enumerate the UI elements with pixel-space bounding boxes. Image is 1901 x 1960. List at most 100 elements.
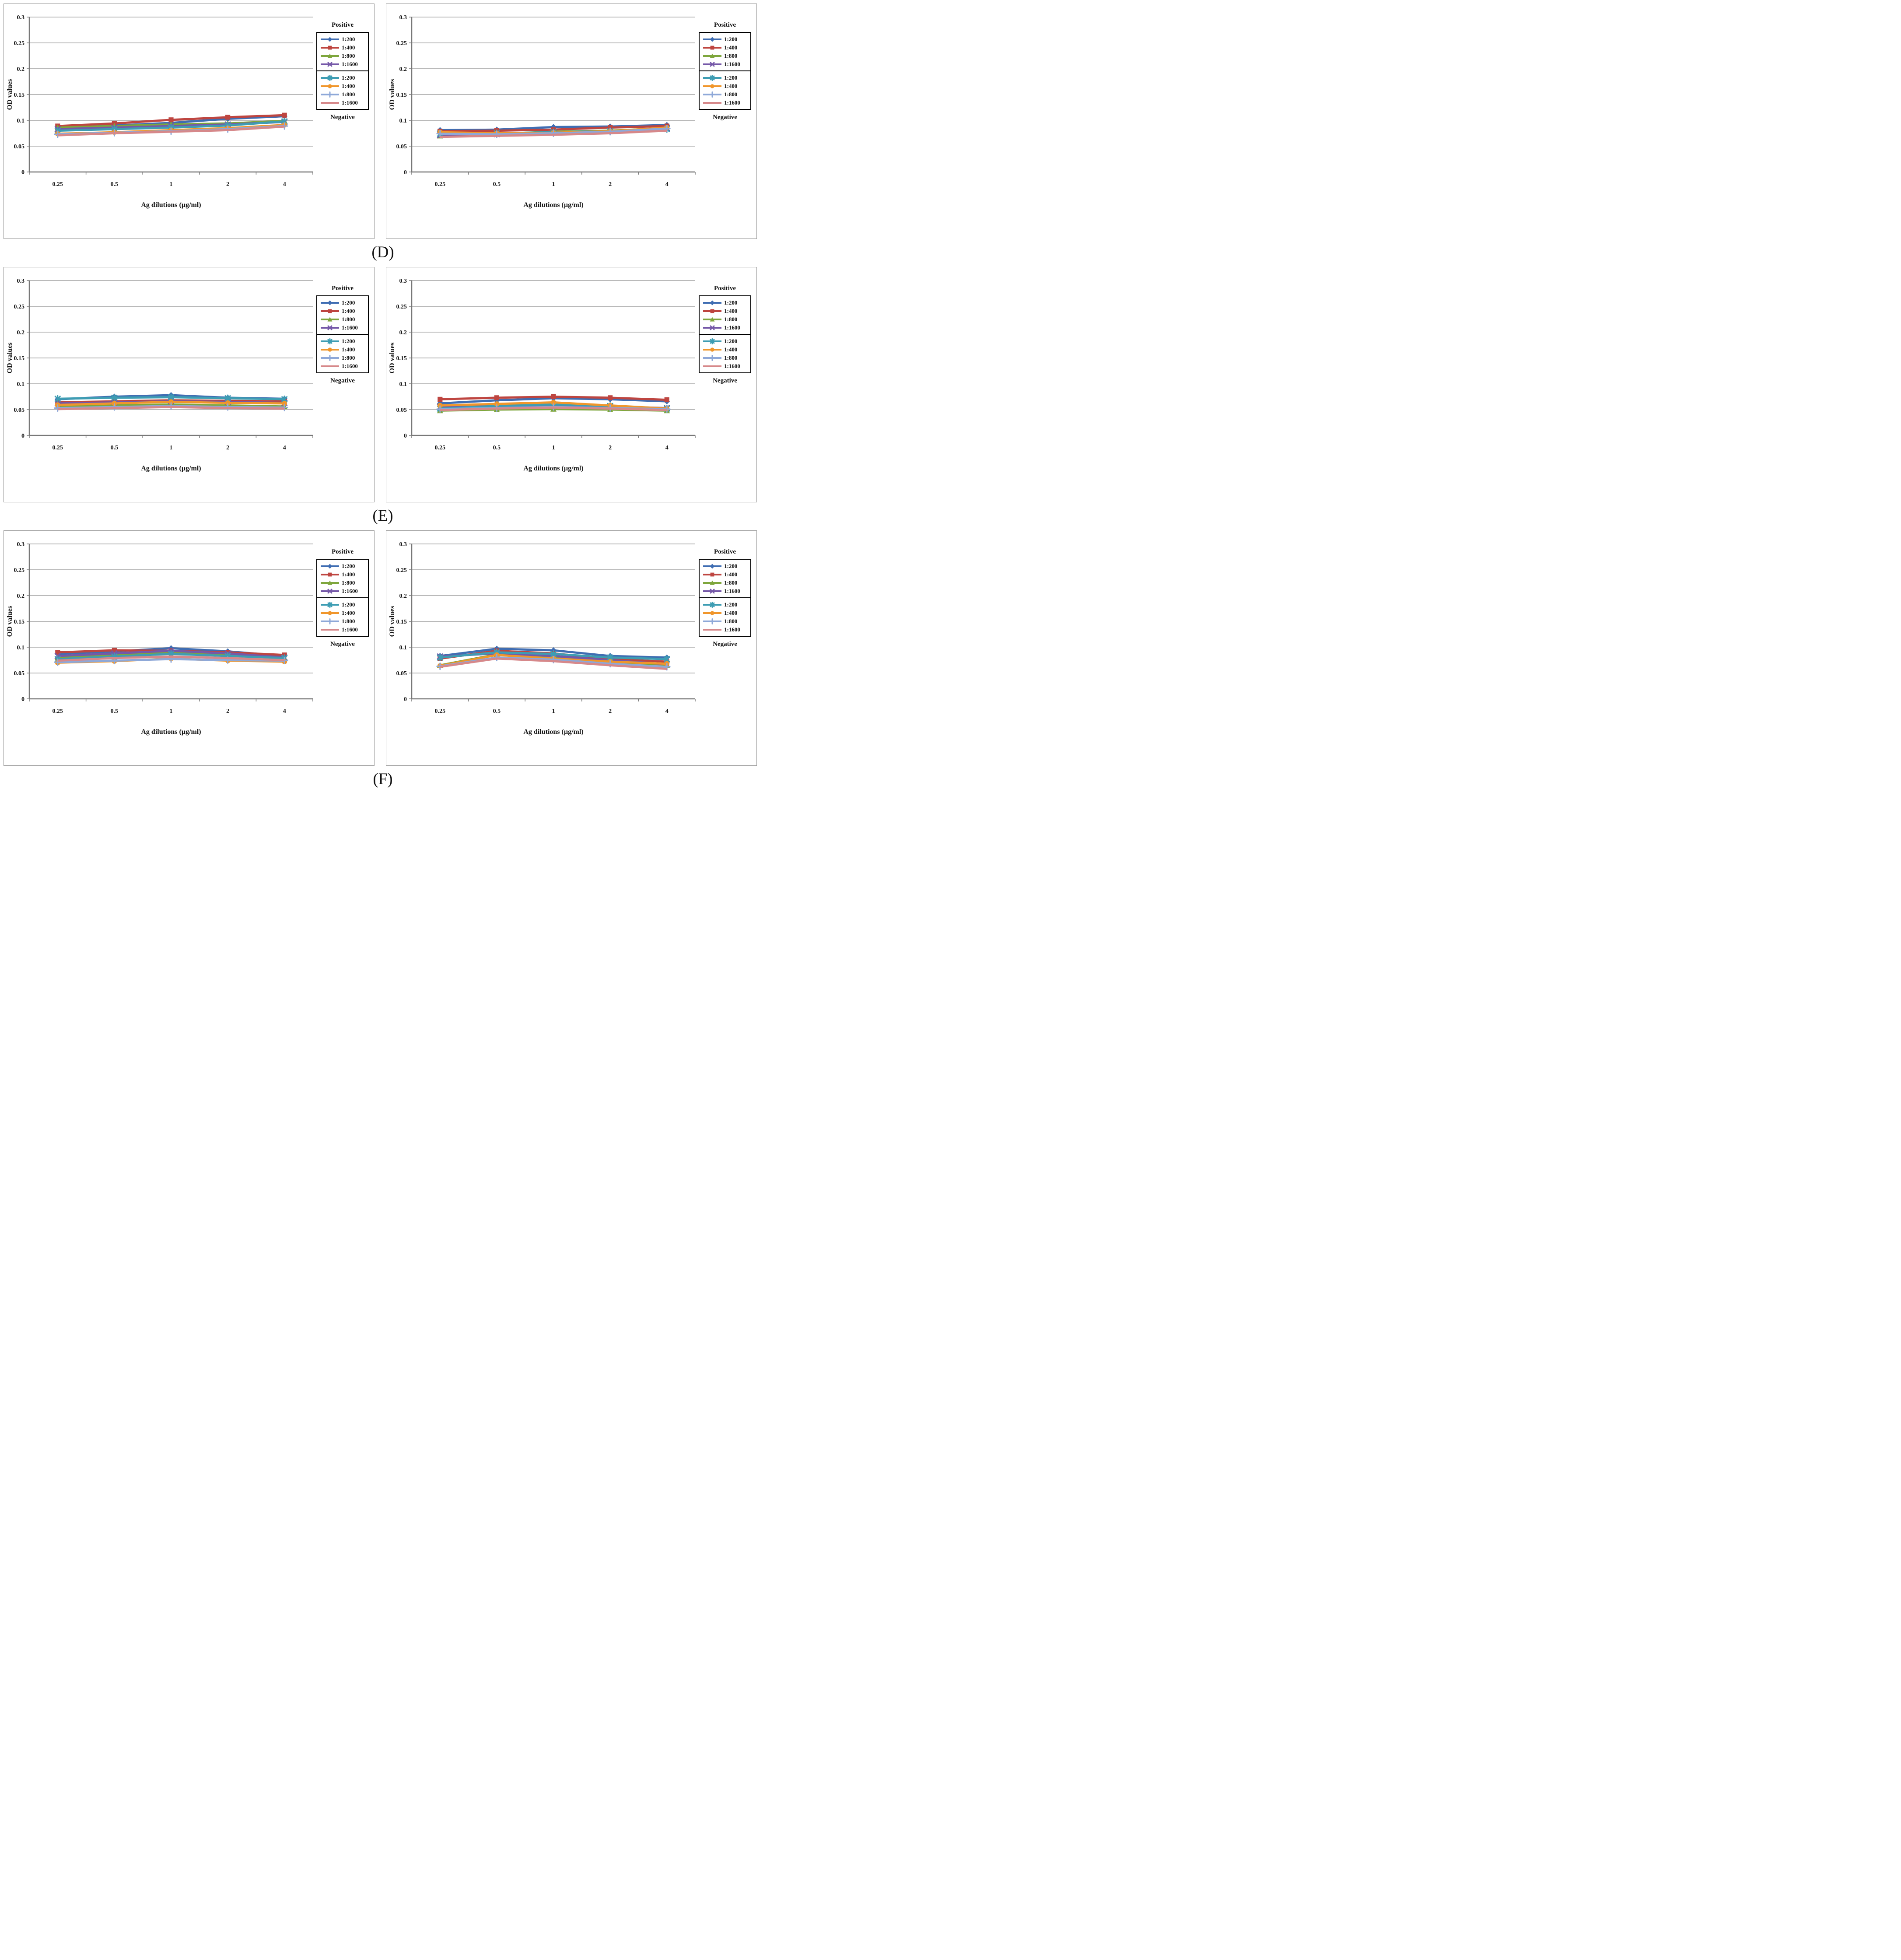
asterisk-marker-icon [703,338,721,344]
plot-area-D-right: 0 0.05 0.1 0.15 0.2 0.25 0.3 0.25 0.5 1 2 4 Ag dilut… [389,14,696,209]
row-label-d: (D) [371,243,394,261]
x-marker-icon [703,589,721,593]
x-tick-label: 0.25 [53,708,63,715]
legend-negative-box: 1:200 1:400 1:800 1:1600 [316,71,369,110]
legend-item: 1:1600 [320,587,367,595]
plus-marker-icon [321,91,339,98]
legend-positive-label: Positive [714,548,736,555]
y-tick-label: 0 [404,696,407,703]
none-marker-icon [321,628,339,631]
y-tick-label: 0 [21,696,25,703]
x-marker-icon [321,62,339,67]
plot-area-F-right: 0 0.05 0.1 0.15 0.2 0.25 0.3 0.25 0.5 1 2 4 Ag dilut… [389,541,696,736]
y-tick-label: 0.1 [399,645,407,651]
y-tick-label: 0 [21,433,25,439]
legend-item: 1:1600 [320,362,367,370]
legend-item: 1:800 [702,52,749,60]
legend-item: 1:400 [702,570,749,579]
y-tick-label: 0 [404,433,407,439]
legend-item-label: 1:400 [724,346,738,353]
x-tick-label: 0.5 [493,708,501,715]
legend: Positive 1:200 1:400 1:800 1:1600 1:200 1:400 1… [699,21,751,121]
circle-marker-icon [703,84,721,88]
y-tick-label: 0.3 [399,14,407,21]
plot-area-D-left: 0 0.05 0.1 0.15 0.2 0.25 0.3 0.25 0.5 1 2 4 Ag dilut… [6,14,313,209]
legend-item: 1:800 [320,617,367,625]
legend-item: 1:400 [702,345,749,354]
legend-item: 1:1600 [320,625,367,634]
none-marker-icon [703,102,721,104]
y-tick-label: 0.3 [17,14,25,21]
legend-item-label: 1:400 [342,44,355,51]
plus-marker-icon [703,354,721,361]
legend-negative-label: Negative [330,377,355,384]
y-tick-label: 0 [404,169,407,176]
figure-row-d: 0 0.05 0.1 0.15 0.2 0.25 0.3 0.25 0.5 1 2 4 Ag dilut… [4,4,762,267]
legend-item: 1:400 [702,43,749,52]
diamond-marker-icon [703,37,721,42]
none-marker-icon [703,365,721,367]
legend-item: 1:1600 [702,98,749,107]
triangle-marker-icon [321,53,339,58]
asterisk-marker-icon [703,74,721,81]
circle-marker-icon [321,84,339,88]
legend-item: 1:1600 [320,323,367,332]
legend-item-label: 1:200 [724,562,738,569]
x-tick-label: 0.25 [435,181,446,188]
legend-item-label: 1:200 [724,337,738,344]
y-tick-label: 0.05 [396,670,407,677]
legend-item: 1:200 [702,35,749,43]
legend-item-label: 1:800 [724,52,738,59]
legend: Positive 1:200 1:400 1:800 1:1600 1:200 1:400 1… [316,21,369,121]
legend-item: 1:800 [320,90,367,98]
x-tick-label: 0.5 [111,708,119,715]
y-tick-label: 0.15 [14,92,25,98]
legend-positive-box: 1:200 1:400 1:800 1:1600 [699,559,751,598]
legend-item-label: 1:200 [342,337,355,344]
plus-marker-icon [703,618,721,624]
y-tick-label: 0.1 [399,381,407,388]
legend-item-label: 1:1600 [724,60,740,67]
y-tick-label: 0.15 [14,619,25,625]
diamond-marker-icon [703,564,721,568]
x-tick-label: 1 [170,708,173,715]
x-tick-label: 0.5 [111,181,119,188]
legend-item: 1:200 [320,74,367,82]
triangle-marker-icon [321,317,339,322]
legend-positive-label: Positive [332,21,354,28]
legend-item-label: 1:200 [342,562,355,569]
legend-item: 1:800 [320,579,367,587]
legend-item: 1:1600 [702,60,749,68]
legend-item: 1:400 [702,609,749,617]
legend-item-label: 1:800 [724,91,738,98]
legend-item: 1:1600 [320,98,367,107]
legend-item: 1:400 [320,82,367,90]
figure-row-d-panels: 0 0.05 0.1 0.15 0.2 0.25 0.3 0.25 0.5 1 2 4 Ag dilut… [4,4,762,239]
y-axis-title: OD values [389,606,396,637]
legend-item-label: 1:400 [724,307,738,314]
x-tick-label: 1 [552,708,555,715]
legend-item-label: 1:200 [724,35,738,42]
series-line-negative-1-1600 [57,655,285,662]
legend-item: 1:400 [320,345,367,354]
diamond-marker-icon [321,564,339,568]
x-tick-label: 2 [609,708,612,715]
chart-panel-f-left: 0 0.05 0.1 0.15 0.2 0.25 0.3 0.25 0.5 1 2 4 Ag dilut… [4,530,375,766]
legend-item-label: 1:200 [342,601,355,608]
legend-item-label: 1:1600 [724,362,740,369]
x-tick-label: 2 [226,708,229,715]
figure-row-e-panels: 0 0.05 0.1 0.15 0.2 0.25 0.3 0.25 0.5 1 2 4 Ag dilut… [4,267,762,502]
legend-positive-label: Positive [332,548,354,555]
legend-item-label: 1:1600 [724,587,740,594]
legend-positive-label: Positive [332,285,354,292]
chart-panel-d-right: 0 0.05 0.1 0.15 0.2 0.25 0.3 0.25 0.5 1 2 4 Ag dilut… [386,4,757,239]
figure-page: 0 0.05 0.1 0.15 0.2 0.25 0.3 0.25 0.5 1 2 4 Ag dilut… [0,0,762,796]
x-tick-label: 2 [609,181,612,188]
y-tick-label: 0.2 [17,330,25,336]
legend-item-label: 1:800 [724,354,738,361]
row-label-e: (E) [372,507,393,525]
plus-marker-icon [321,618,339,624]
y-tick-label: 0.1 [17,118,25,124]
x-axis-title: Ag dilutions (µg/ml) [523,201,583,209]
legend-negative-box: 1:200 1:400 1:800 1:1600 [316,335,369,373]
